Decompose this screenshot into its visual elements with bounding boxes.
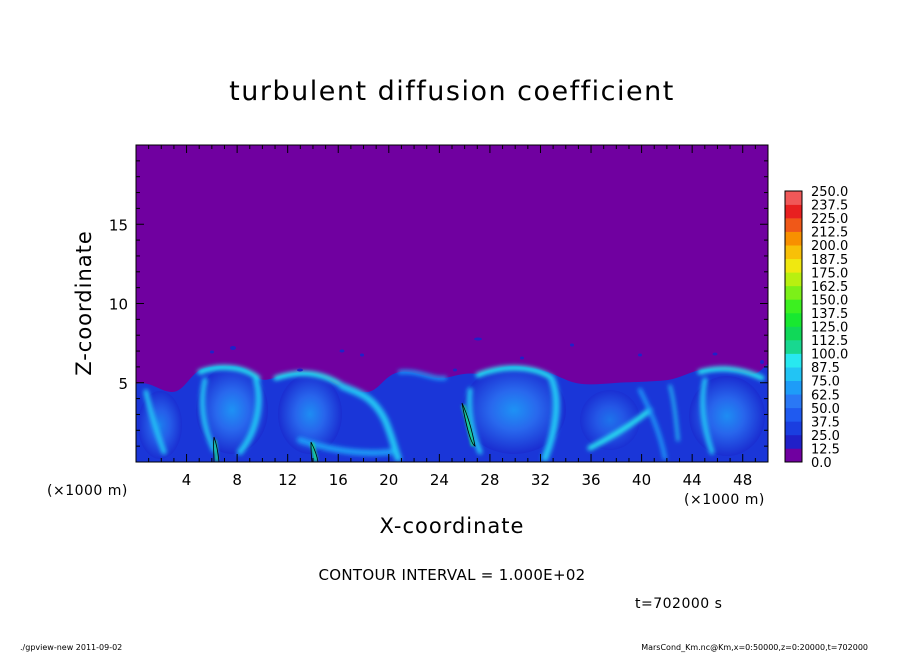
colorbar-label: 250.0 (811, 185, 848, 200)
colorbar-label: 237.5 (811, 199, 848, 214)
x-tick-label: 8 (232, 471, 242, 489)
colorbar-label: 62.5 (811, 388, 840, 403)
x-axis-label: X-coordinate (379, 514, 525, 538)
y-tick-label: 5 (118, 375, 128, 393)
colorbar-segment (785, 407, 802, 422)
colorbar-segment (785, 380, 802, 395)
chart-title: turbulent diffusion coefficient (229, 76, 675, 107)
colorbar-label: 0.0 (811, 456, 832, 471)
colorbar-segment (785, 245, 802, 260)
x-unit-label-left: (×1000 m) (47, 483, 128, 499)
time-annotation: t=702000 s (635, 596, 723, 612)
colorbar-label: 200.0 (811, 239, 848, 254)
y-axis-label: Z-coordinate (72, 230, 96, 376)
colorbar-label: 37.5 (811, 415, 840, 430)
colorbar-segment (785, 326, 802, 341)
x-tick-label: 40 (632, 471, 651, 489)
colorbar-label: 125.0 (811, 321, 848, 336)
colorbar-segment (785, 312, 802, 327)
x-tick-label: 20 (379, 471, 398, 489)
contour-interval-annotation: CONTOUR INTERVAL = 1.000E+02 (318, 566, 586, 584)
colorbar-segment (785, 421, 802, 436)
y-tick-label: 10 (109, 296, 128, 314)
x-tick-label: 48 (733, 471, 752, 489)
colorbar-segment (785, 434, 802, 449)
colorbar-label: 162.5 (811, 280, 848, 295)
colorbar-label: 50.0 (811, 402, 840, 417)
colorbar-segment (785, 353, 802, 368)
colorbar-segment (785, 340, 802, 354)
colorbar-segment (785, 204, 802, 219)
footer-program-label: ./gpview-new 2011-09-02 (20, 643, 123, 652)
x-tick-label: 36 (581, 471, 600, 489)
turbulence-field (136, 337, 768, 462)
y-axis: 5 10 15 (109, 160, 768, 447)
colorbar-label: 75.0 (811, 375, 840, 390)
colorbar-label: 225.0 (811, 212, 848, 227)
colorbar-label: 175.0 (811, 266, 848, 281)
footer-variable-label: MarsCond_Km.nc@Km,x=0:50000,z=0:20000,t=… (641, 643, 868, 652)
x-tick-label: 24 (430, 471, 449, 489)
colorbar-segment (785, 258, 802, 273)
y-tick-label: 15 (109, 216, 128, 234)
colorbar-label: 187.5 (811, 253, 848, 268)
colorbar: 0.012.525.037.550.062.575.087.5100.0112.… (784, 185, 848, 471)
colorbar-segment (785, 218, 802, 232)
colorbar-segment (785, 299, 802, 314)
colorbar-segment (785, 285, 802, 300)
colorbar-label: 212.5 (811, 226, 848, 241)
colorbar-segment (785, 367, 802, 381)
x-tick-label: 16 (329, 471, 348, 489)
colorbar-segment (785, 191, 802, 205)
colorbar-label: 150.0 (811, 293, 848, 308)
colorbar-label: 12.5 (811, 442, 840, 457)
colorbar-segment (785, 231, 802, 246)
x-axis: 4 8 12 16 20 24 28 32 36 40 44 48 (148, 145, 756, 489)
x-tick-label: 44 (683, 471, 702, 489)
x-tick-label: 12 (278, 471, 297, 489)
x-tick-label: 32 (531, 471, 550, 489)
x-tick-label: 28 (480, 471, 499, 489)
colorbar-label: 137.5 (811, 307, 848, 322)
colorbar-label: 87.5 (811, 361, 840, 376)
x-tick-label: 4 (182, 471, 192, 489)
colorbar-label: 100.0 (811, 348, 848, 363)
colorbar-segment (785, 272, 802, 287)
colorbar-segment (785, 448, 802, 463)
colorbar-label: 112.5 (811, 334, 848, 349)
colorbar-segment (785, 394, 802, 409)
x-unit-label-right: (×1000 m) (684, 492, 765, 508)
colorbar-label: 25.0 (811, 429, 840, 444)
colorbar-frame (784, 190, 803, 463)
